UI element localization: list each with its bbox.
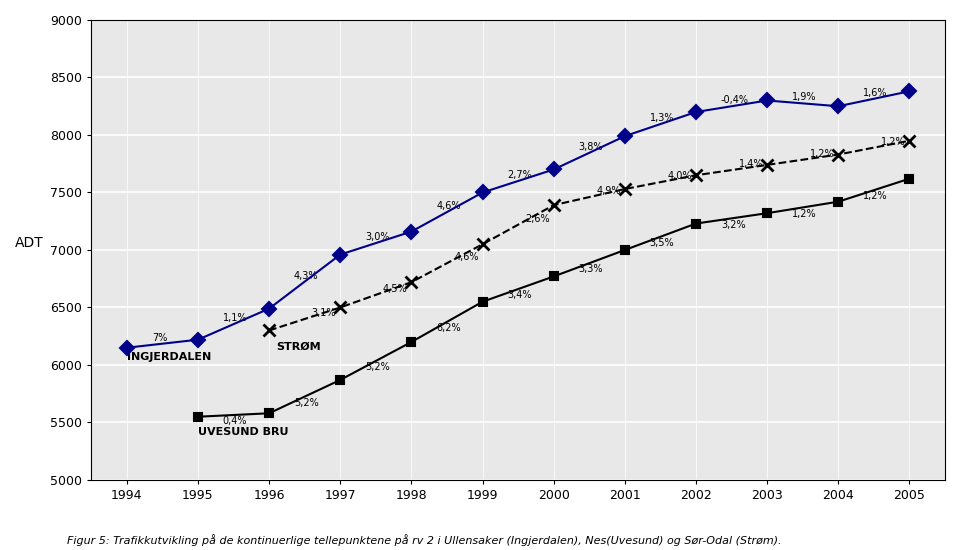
Text: 0,4%: 0,4% [223,416,248,426]
Text: 7%: 7% [152,333,167,343]
Text: 4,3%: 4,3% [294,271,319,281]
Text: UVESUND BRU: UVESUND BRU [198,427,288,437]
Text: 1,4%: 1,4% [738,159,763,169]
Text: STRØM: STRØM [276,342,321,352]
Text: 3,0%: 3,0% [365,232,390,242]
Text: 1,1%: 1,1% [223,314,248,323]
Text: 3,5%: 3,5% [650,238,674,248]
Text: 1,2%: 1,2% [863,191,888,201]
Text: 1,9%: 1,9% [792,92,817,102]
Text: 1,2%: 1,2% [810,149,834,159]
Text: 1,3%: 1,3% [650,113,674,123]
Text: 4,9%: 4,9% [596,186,621,196]
Text: 4,5%: 4,5% [383,284,408,294]
Text: 6,2%: 6,2% [436,323,461,333]
Text: 3,4%: 3,4% [508,290,532,300]
Text: 5,2%: 5,2% [294,398,319,408]
Text: 2,7%: 2,7% [508,170,532,180]
Text: Figur 5: Trafikkutvikling på de kontinuerlige tellepunktene på rv 2 i Ullensaker: Figur 5: Trafikkutvikling på de kontinue… [67,535,781,547]
Text: 4,0%: 4,0% [667,171,692,182]
Text: 1,2%: 1,2% [792,208,817,219]
Text: 1,6%: 1,6% [863,88,888,98]
Y-axis label: ADT: ADT [15,236,44,250]
Text: 3,3%: 3,3% [579,265,603,274]
Text: 3,1%: 3,1% [312,308,336,318]
Text: 3,8%: 3,8% [579,142,603,152]
Text: 2,6%: 2,6% [525,214,550,224]
Text: 4,6%: 4,6% [436,201,461,211]
Text: INGJERDALEN: INGJERDALEN [127,353,211,362]
Text: 4,6%: 4,6% [454,252,479,262]
Text: 3,2%: 3,2% [721,219,746,229]
Text: 5,2%: 5,2% [365,362,390,372]
Text: 1,2%: 1,2% [881,137,905,147]
Text: -0,4%: -0,4% [721,95,749,106]
